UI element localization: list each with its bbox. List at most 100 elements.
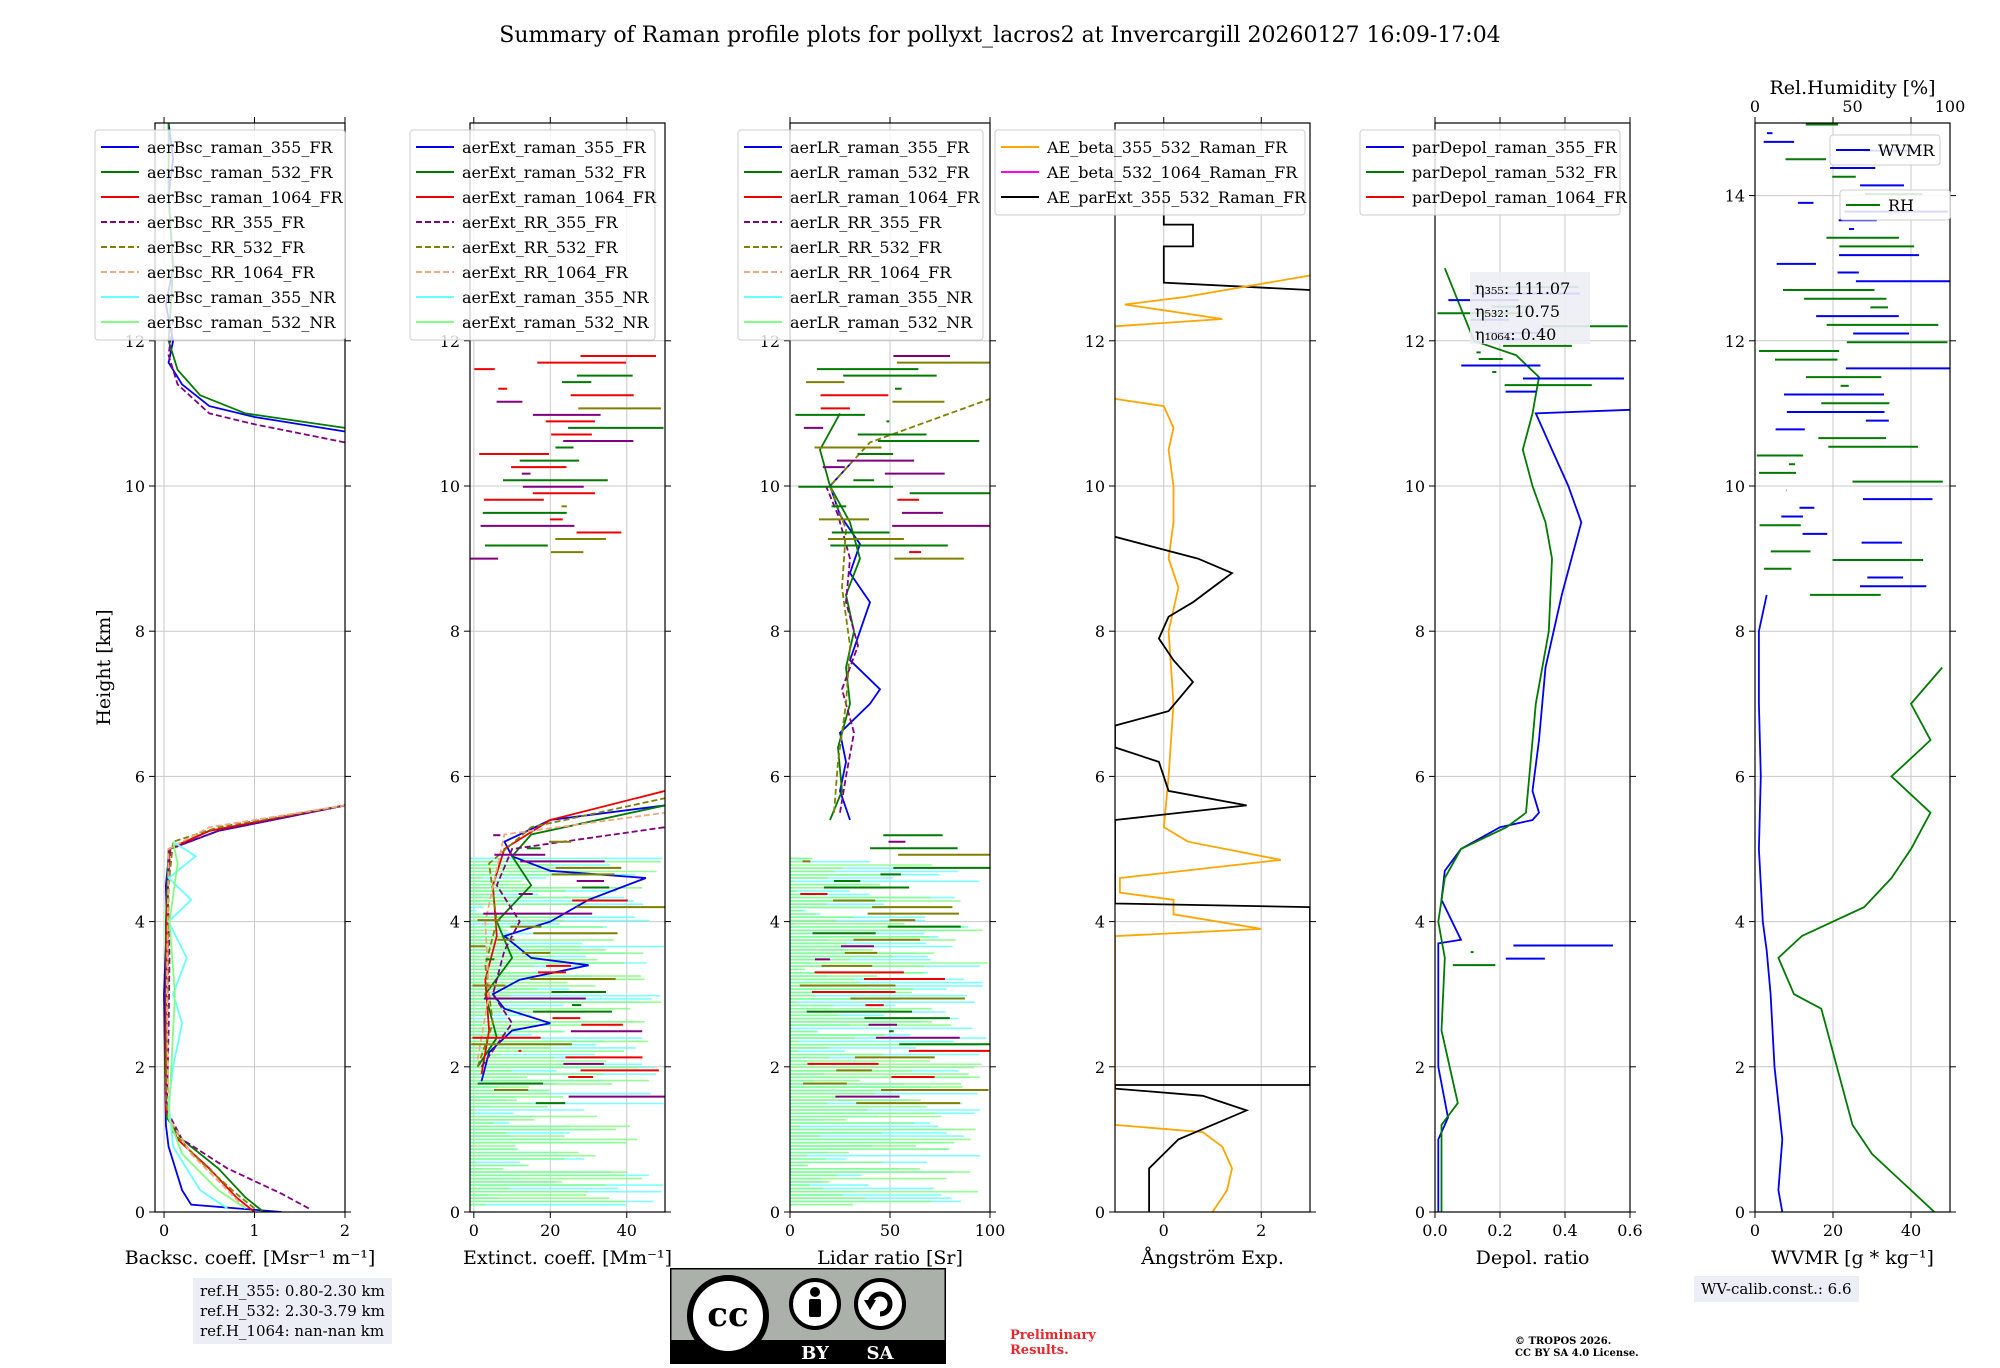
copyright-note: © TROPOS 2026. CC BY SA 4.0 License. [1515, 1336, 1639, 1360]
y-tick-label: 2 [450, 1058, 460, 1077]
series-WVMR [1757, 594, 1784, 1212]
cc-sa-label: SA [867, 1343, 895, 1364]
legend-label: aerBsc_raman_355_NR [147, 288, 336, 307]
y-tick-label: 4 [1415, 913, 1425, 932]
plot-area-wv [1756, 123, 1950, 1212]
y-tick-label: 2 [1095, 1058, 1105, 1077]
legend-label: aerBsc_RR_532_FR [147, 238, 305, 257]
series-aerLR_raman_532_NR [790, 857, 988, 1206]
x-tick-label: 0.2 [1487, 1221, 1512, 1240]
plot-area-lr [790, 355, 990, 1206]
legend-label: aerExt_raman_355_FR [462, 138, 647, 157]
legend-label: aerExt_raman_532_FR [462, 163, 647, 182]
y-tick-label: 10 [125, 477, 145, 496]
legend-label: parDepol_raman_532_FR [1412, 163, 1618, 182]
copyright-line-1: © TROPOS 2026. [1515, 1336, 1612, 1347]
copyright-line-2: CC BY SA 4.0 License. [1515, 1348, 1639, 1359]
legend-label: aerExt_raman_355_NR [462, 288, 650, 307]
legend-label: WVMR [1878, 141, 1935, 160]
series-aerBsc_raman_355_NR [167, 840, 228, 1210]
eta-annotation: η₁₀₆₄: 0.40 [1475, 325, 1556, 344]
x-tick-label: 40 [1901, 1221, 1921, 1240]
x-tick-label: 40 [617, 1221, 637, 1240]
y-tick-label: 2 [770, 1058, 780, 1077]
y-tick-label: 6 [135, 767, 145, 786]
series-aerExt_RR_532_FR [476, 797, 665, 1068]
legend-label: aerBsc_raman_355_FR [147, 138, 333, 157]
ref-height-355: ref.H_355: 0.80-2.30 km [200, 1282, 385, 1300]
y-tick-label: 4 [1735, 913, 1745, 932]
legend-box [94, 129, 346, 341]
y-tick-label: 12 [1725, 332, 1745, 351]
x-tick-label: 0 [159, 1221, 169, 1240]
legend-label: aerExt_RR_532_FR [462, 238, 619, 257]
y-tick-label: 2 [135, 1058, 145, 1077]
y-tick-label: 8 [1415, 622, 1425, 641]
preliminary-line-2: Results. [1010, 1343, 1069, 1358]
x-axis-label: Depol. ratio [1476, 1247, 1590, 1269]
series-aerExt_RR_1064_FR [476, 811, 665, 1060]
legend-label: aerLR_RR_1064_FR [790, 263, 952, 282]
wv-calibration-box: WV-calib.const.: 6.6 [1694, 1276, 1859, 1302]
y-tick-label: 0 [1735, 1203, 1745, 1222]
axes-frame [1114, 122, 1311, 1213]
legend-label: aerLR_RR_355_FR [790, 213, 942, 232]
legend-label: aerBsc_raman_532_FR [147, 163, 333, 182]
legend-box [409, 129, 656, 341]
panel-wv: 0 20 40 0 2 4 6 8 10 12 14 WVMR [g * kg⁻¹] Rel.Humid… [1725, 77, 1966, 1269]
y-tick-label: 10 [1725, 477, 1745, 496]
y-tick-label: 14 [1725, 187, 1745, 206]
series-aerBsc_raman_1064_FR [165, 804, 345, 1212]
top-x-tick-label: 50 [1842, 97, 1862, 116]
series-AE_parExt_355_532_Raman_FR [1115, 535, 1310, 1212]
eta-annotation: η₃₅₅: 111.07 [1475, 279, 1570, 298]
eta-annotation: η₅₃₂: 10.75 [1475, 302, 1560, 321]
wv-calib-constant: WV-calib.const.: 6.6 [1701, 1280, 1852, 1298]
x-tick-label: 0.6 [1617, 1221, 1642, 1240]
x-tick-label: 1 [249, 1221, 259, 1240]
legend-box [1839, 189, 1951, 221]
axes-frame [469, 122, 666, 1213]
series-parDepol_raman_532_FR [1437, 267, 1553, 1212]
legend-label: parDepol_raman_1064_FR [1412, 188, 1628, 207]
x-tick-label: 2 [340, 1221, 350, 1240]
y-tick-label: 0 [135, 1203, 145, 1222]
x-tick-label: 0 [785, 1221, 795, 1240]
x-tick-label: 2 [1256, 1221, 1266, 1240]
plot-area-ext [470, 355, 665, 1206]
series-AE_parExt_355_532_Raman_FR_upper [1162, 195, 1310, 291]
cc-icon [687, 1275, 769, 1357]
y-tick-label: 0 [450, 1203, 460, 1222]
y-tick-label: 6 [770, 767, 780, 786]
legend-label: AE_beta_532_1064_Raman_FR [1046, 163, 1298, 182]
top-x-axis-label: Rel.Humidity [%] [1769, 77, 1935, 99]
legend-label: aerExt_raman_532_NR [462, 313, 650, 332]
x-axis-label: Backsc. coeff. [Msr⁻¹ m⁻¹] [125, 1247, 376, 1269]
y-tick-label: 10 [440, 477, 460, 496]
legend-label: AE_beta_355_532_Raman_FR [1046, 138, 1288, 157]
legend-label: aerExt_RR_355_FR [462, 213, 619, 232]
legend-label: AE_parExt_355_532_Raman_FR [1046, 188, 1307, 207]
top-x-tick-label: 0 [1750, 97, 1760, 116]
x-tick-label: 0 [469, 1221, 479, 1240]
sa-icon [854, 1278, 906, 1330]
legend-label: aerBsc_RR_355_FR [147, 213, 305, 232]
legend-label: RH [1888, 196, 1914, 215]
figure-title: Summary of Raman profile plots for polly… [499, 23, 1500, 48]
y-tick-label: 8 [1095, 622, 1105, 641]
y-tick-label: 4 [450, 913, 460, 932]
series-aerBsc_RR_1064_FR [165, 804, 345, 1210]
y-tick-label: 8 [1735, 622, 1745, 641]
y-tick-label: 6 [1735, 767, 1745, 786]
y-tick-label: 6 [450, 767, 460, 786]
axes-frame [1434, 122, 1631, 1213]
plot-area-dep [1437, 267, 1630, 1212]
series-aerBsc_RR_355_FR [165, 804, 345, 1210]
series-aerExt_RR_355_FR [480, 826, 665, 1068]
legend-label: aerBsc_raman_1064_FR [147, 188, 344, 207]
x-tick-label: 0.0 [1422, 1221, 1447, 1240]
